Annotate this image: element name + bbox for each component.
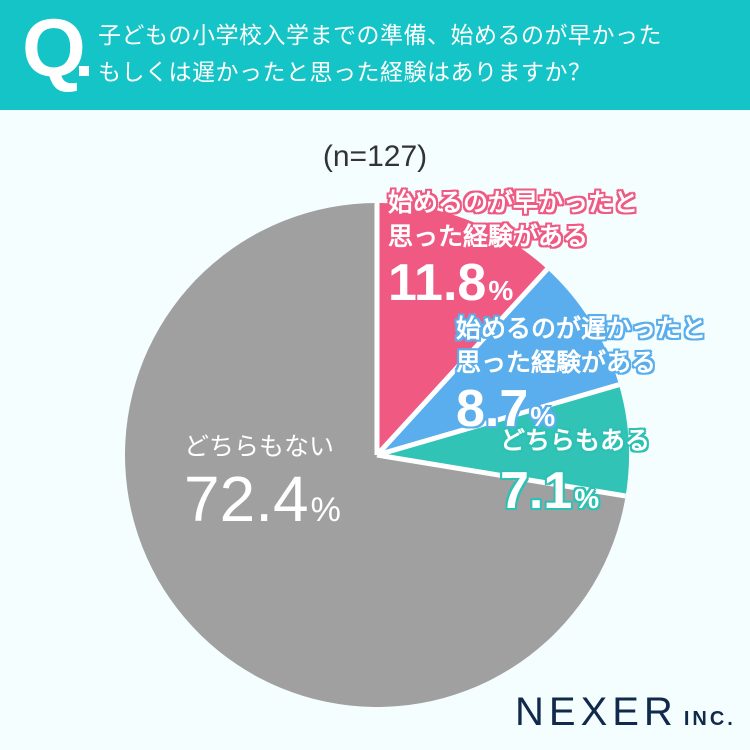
label-early: 始めるのが早かったと 思った経験がある 11.8% — [388, 188, 639, 312]
q-dot — [79, 66, 89, 76]
pie-slice-2 — [377, 384, 630, 496]
pie-slice-0 — [377, 203, 548, 455]
slice-separator — [376, 452, 627, 499]
question-line-1: 子どもの小学校入学までの準備、始めるのが早かった — [98, 23, 662, 49]
pie-slice-1 — [377, 269, 619, 455]
slice-separator — [375, 267, 550, 457]
nexer-logo: NEXER INC. — [515, 690, 736, 734]
question-text: 子どもの小学校入学までの準備、始めるのが早かった もしくは遅かったと思った経験は… — [98, 18, 662, 92]
label-neither: どちらもない 72.4% — [184, 432, 341, 535]
question-line-2: もしくは遅かったと思った経験はありますか？ — [98, 60, 592, 86]
question-header: Q 子どもの小学校入学までの準備、始めるのが早かった もしくは遅かったと思った経… — [0, 0, 750, 110]
slice-separator — [376, 382, 620, 458]
sample-size-label: (n=127) — [322, 140, 428, 173]
label-both: どちらもある 7.1% — [500, 426, 651, 520]
label-late: 始めるのが遅かったと 思った経験がある 8.7% — [456, 314, 707, 438]
q-mark-icon: Q — [22, 3, 86, 94]
